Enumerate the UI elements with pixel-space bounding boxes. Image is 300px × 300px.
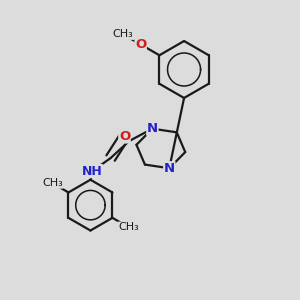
Text: N: N [147,122,158,135]
Text: O: O [119,130,130,143]
Text: O: O [135,38,146,51]
Text: CH₃: CH₃ [118,222,139,232]
Text: N: N [164,162,175,175]
Text: CH₃: CH₃ [113,29,134,39]
Text: CH₃: CH₃ [42,178,63,188]
Text: NH: NH [82,165,102,178]
